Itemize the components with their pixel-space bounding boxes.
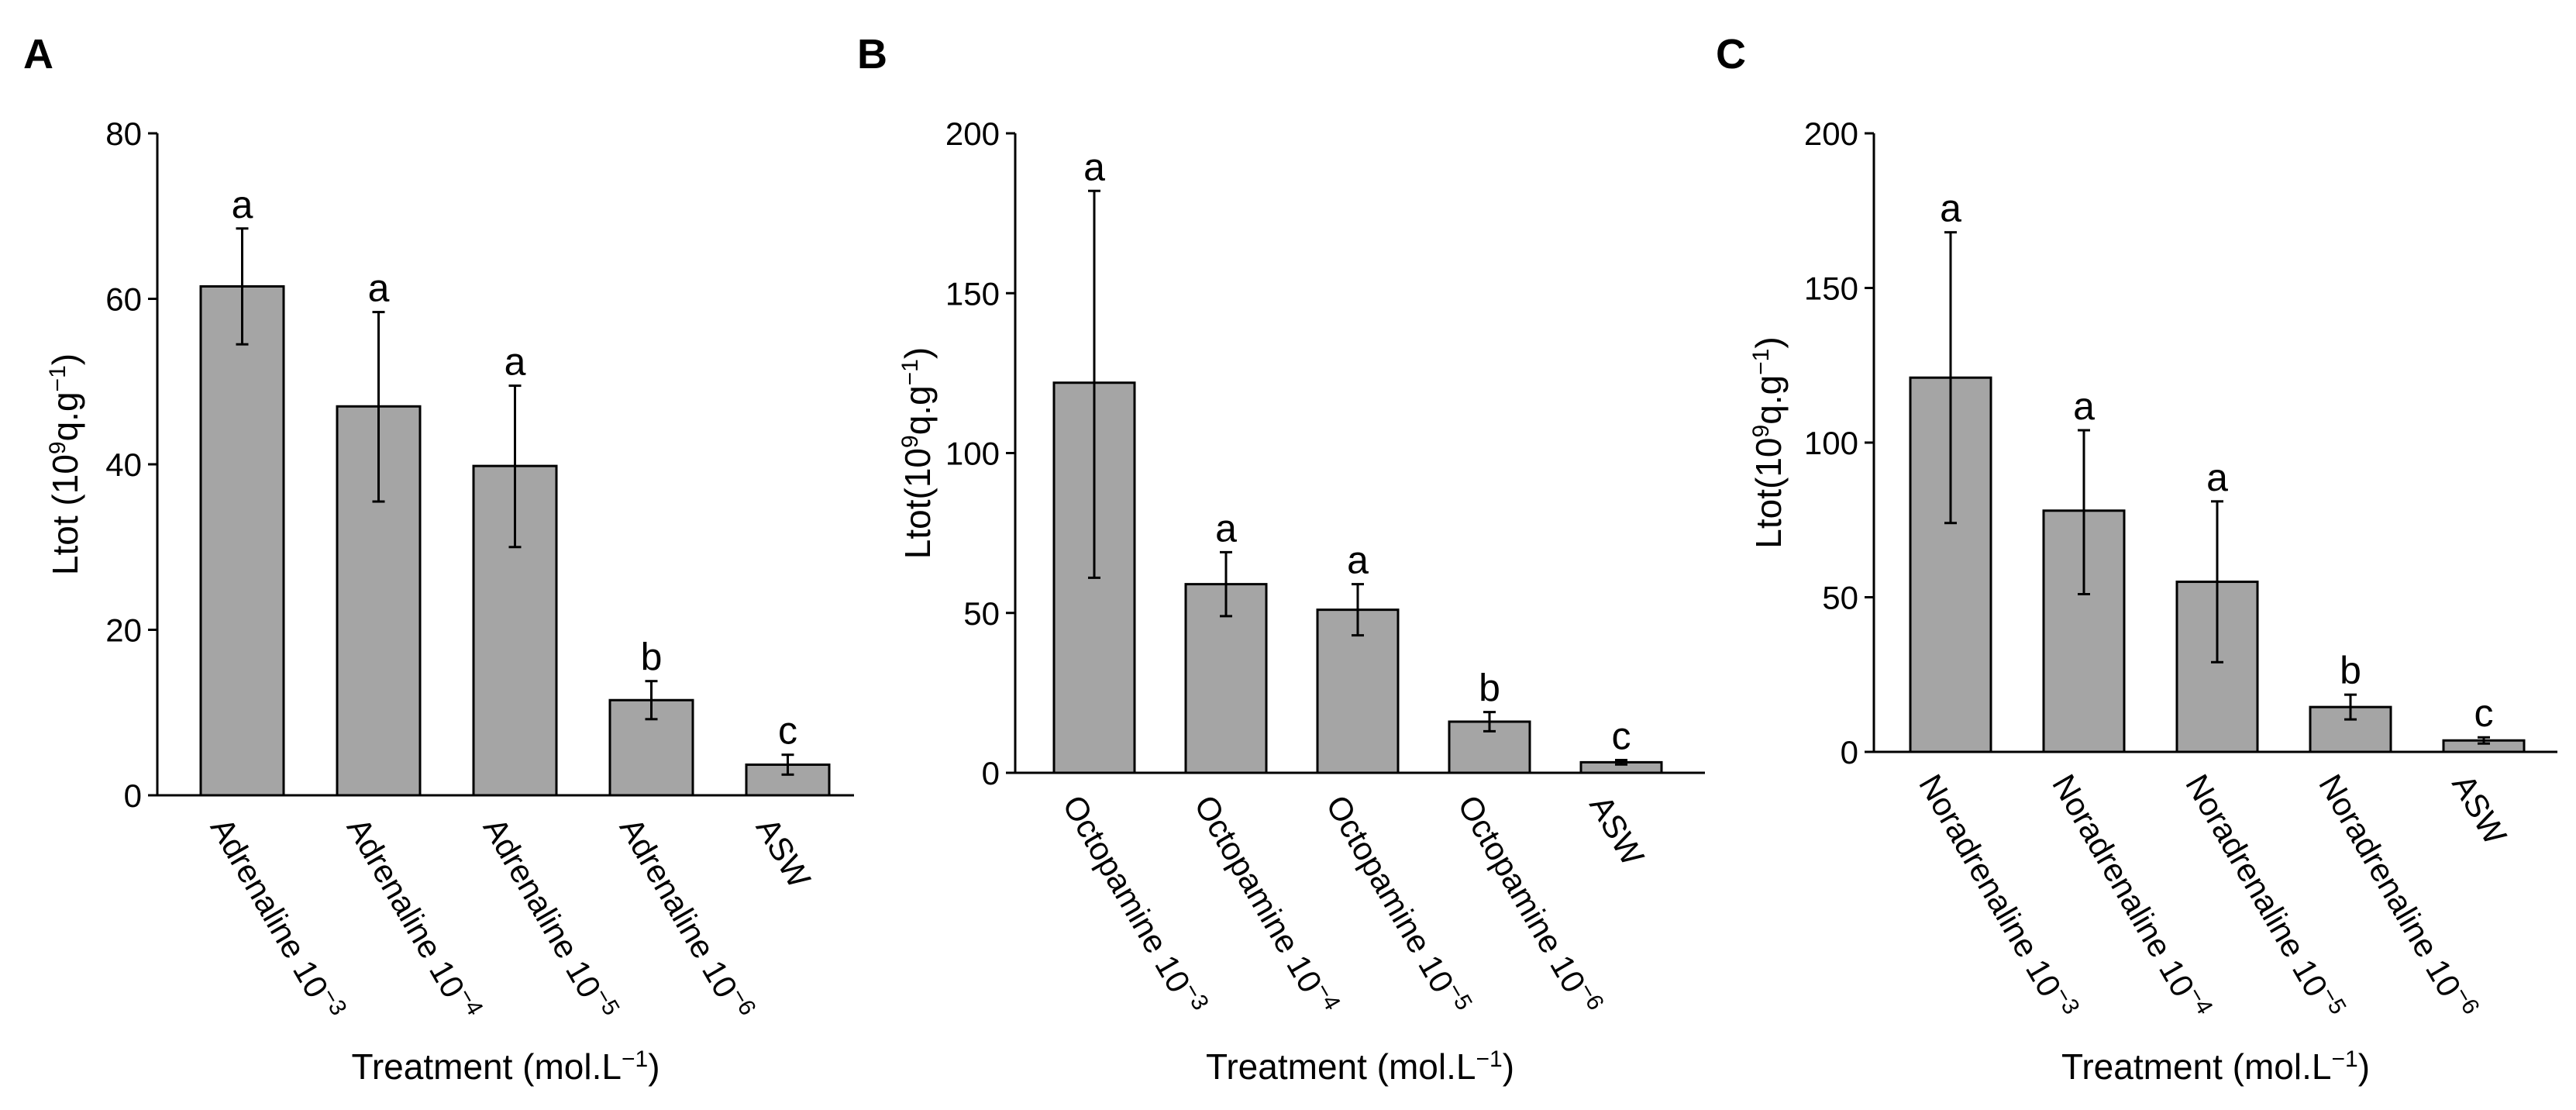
bar bbox=[199, 284, 285, 797]
significance-label: c bbox=[1612, 715, 1631, 758]
panel-letter: B bbox=[857, 31, 887, 78]
y-tick-label: 0 bbox=[124, 777, 142, 814]
y-axis-title: Ltot(109q.g−1) bbox=[897, 347, 938, 559]
significance-label: a bbox=[505, 340, 526, 384]
x-tick-label: ASW bbox=[749, 812, 818, 895]
significance-label: a bbox=[1083, 145, 1105, 188]
x-tick-label: Octopamine 10−4 bbox=[1187, 788, 1345, 1022]
y-tick-label: 150 bbox=[1804, 271, 1858, 307]
y-tick-label: 100 bbox=[945, 436, 1000, 472]
x-axis-title: Treatment (mol.L−1) bbox=[351, 1046, 659, 1087]
x-tick-label: Octopamine 10−3 bbox=[1056, 788, 1214, 1022]
y-tick-label: 100 bbox=[1804, 425, 1858, 461]
x-tick-label: Adrenaline 10−4 bbox=[340, 810, 488, 1027]
panel-letter: A bbox=[23, 31, 53, 78]
y-axis-title: Ltot (109q.g−1) bbox=[45, 353, 85, 575]
x-tick-label: ASW bbox=[1582, 789, 1651, 872]
significance-label: b bbox=[2340, 649, 2361, 692]
significance-label: b bbox=[1479, 667, 1500, 710]
x-tick-label: Octopamine 10−5 bbox=[1319, 788, 1477, 1022]
y-tick-label: 40 bbox=[105, 446, 142, 483]
x-tick-label: Octopamine 10−6 bbox=[1451, 788, 1609, 1022]
x-tick-label: Adrenaline 10−5 bbox=[477, 810, 625, 1027]
y-axis-title: Ltot(109q.g−1) bbox=[1748, 336, 1789, 548]
y-tick-label: 200 bbox=[1804, 115, 1858, 152]
significance-label: a bbox=[232, 183, 253, 226]
panel-b: B 0 50 100 150 200 Ltot(109q.g−1) a Octopamine 1… bbox=[857, 31, 1705, 1087]
x-tick-label: Adrenaline 10−3 bbox=[204, 810, 352, 1027]
y-tick-label: 0 bbox=[982, 755, 1000, 791]
panel-a: A 0 20 40 60 80 Ltot (109q.g−1) a Adrenaline 10−… bbox=[23, 31, 854, 1087]
significance-label: a bbox=[368, 267, 390, 310]
y-tick-label: 50 bbox=[963, 595, 1000, 632]
significance-label: c bbox=[778, 709, 797, 753]
y-tick-label: 150 bbox=[945, 275, 1000, 312]
x-tick-label: Adrenaline 10−6 bbox=[613, 810, 761, 1027]
panel-c: C050100150200Ltot(109q.g−1)aNoradrenalin… bbox=[1716, 31, 2557, 1087]
y-tick-label: 0 bbox=[1841, 734, 1858, 770]
y-tick-label: 50 bbox=[1822, 580, 1858, 616]
y-tick-label: 20 bbox=[105, 612, 142, 649]
bar bbox=[608, 698, 694, 797]
panel-letter: C bbox=[1716, 31, 1746, 78]
y-tick-label: 60 bbox=[105, 281, 142, 318]
x-tick-label: ASW bbox=[2445, 768, 2514, 851]
y-tick-label: 200 bbox=[945, 115, 1000, 152]
significance-label: a bbox=[1940, 187, 1961, 230]
significance-label: a bbox=[1215, 506, 1237, 550]
y-tick-label: 80 bbox=[105, 115, 142, 152]
significance-label: c bbox=[2474, 691, 2494, 735]
significance-label: a bbox=[1347, 539, 1369, 582]
bar bbox=[472, 464, 558, 797]
significance-label: a bbox=[2206, 456, 2228, 499]
x-axis-title: Treatment (mol.L−1) bbox=[1206, 1046, 1514, 1087]
significance-label: a bbox=[2073, 384, 2095, 428]
significance-label: b bbox=[641, 636, 663, 679]
x-axis-title: Treatment (mol.L−1) bbox=[2061, 1046, 2370, 1087]
